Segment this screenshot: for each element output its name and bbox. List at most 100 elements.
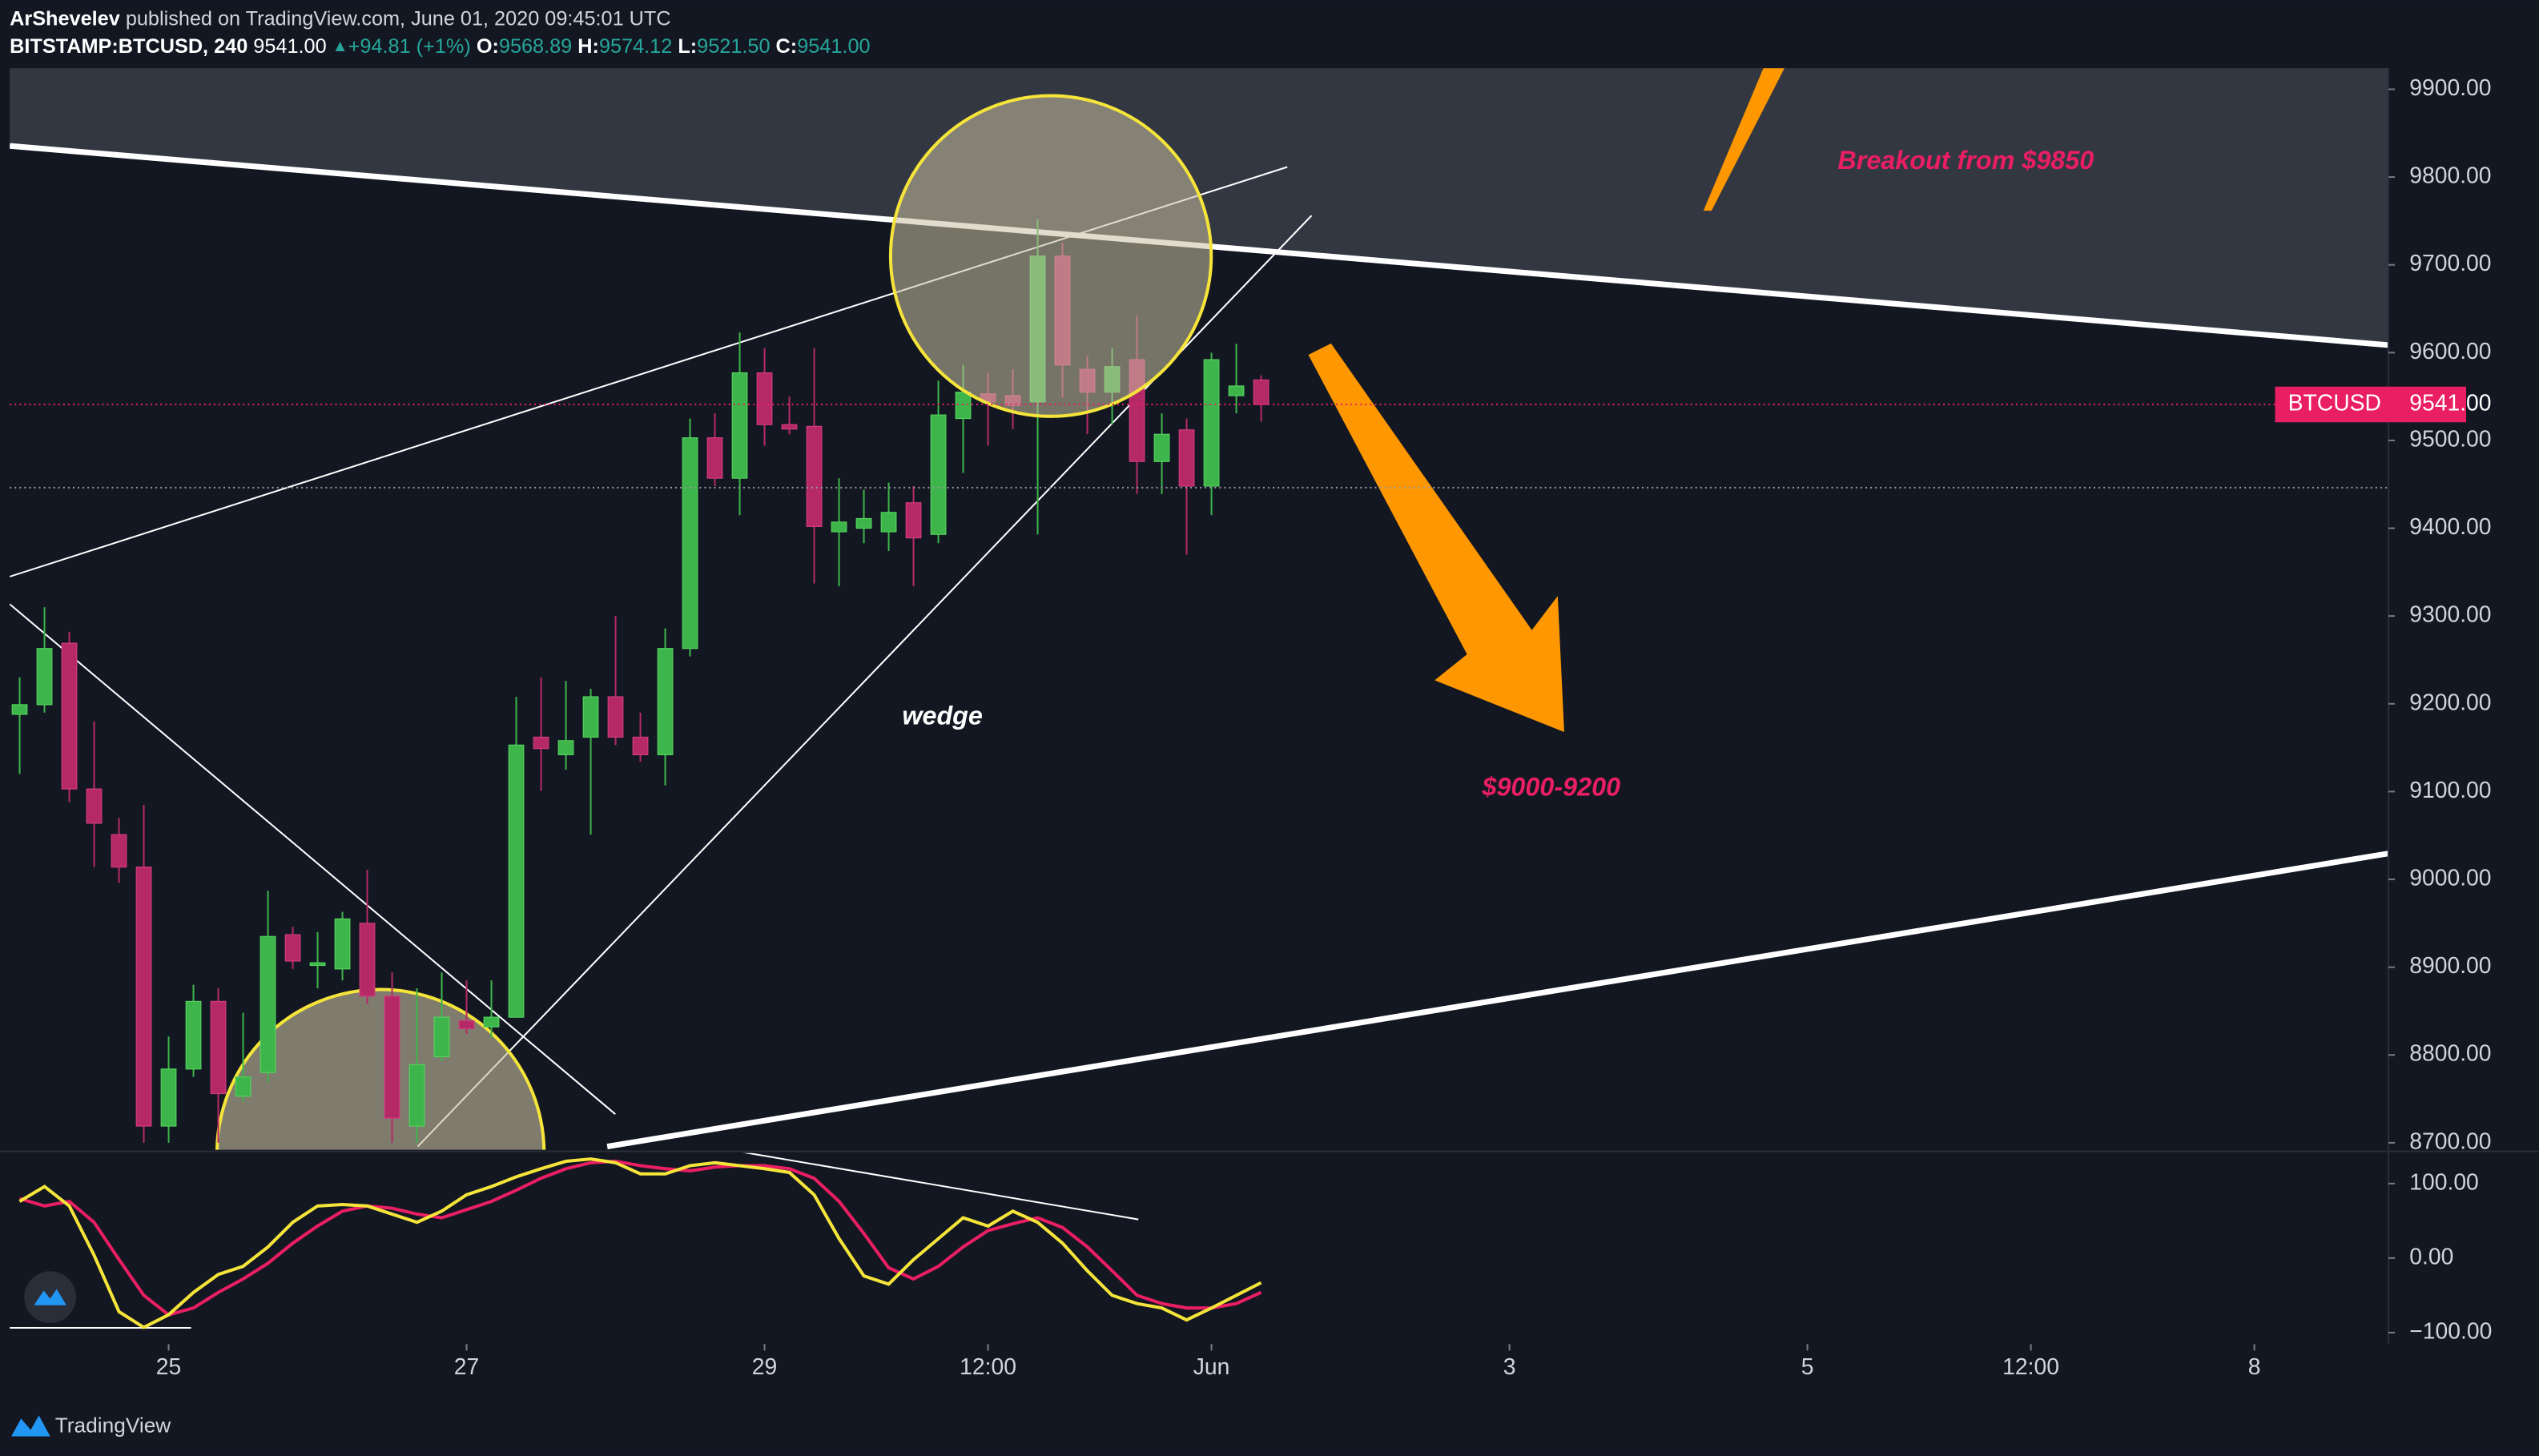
change-arrow: ▲ xyxy=(332,38,348,55)
candle-body xyxy=(1153,433,1170,462)
price-tag: BTCUSD 9541.00 xyxy=(2275,386,2492,423)
y-tick-label: 9500.00 xyxy=(2409,425,2491,451)
candle-body xyxy=(334,918,351,970)
ohlc-value: 9574.12 xyxy=(599,35,672,58)
candle-body xyxy=(557,740,574,755)
candle-body xyxy=(930,414,947,535)
candle-body xyxy=(582,696,599,738)
y-tick-label: −100.00 xyxy=(2409,1317,2492,1343)
candle-body xyxy=(309,962,326,967)
candle-body xyxy=(210,1000,227,1095)
candle-body xyxy=(508,744,525,1018)
candle-body xyxy=(235,1076,251,1097)
ohlc-label: L: xyxy=(678,35,697,58)
candle-body xyxy=(1228,385,1245,396)
lower-trendline xyxy=(606,851,2388,1150)
candle-body xyxy=(533,736,549,750)
y-tick-label: 9800.00 xyxy=(2409,163,2491,188)
candle-body xyxy=(111,834,127,868)
drawings-front xyxy=(888,68,1785,733)
symbol-line: BITSTAMP:BTCUSD, 240 9541.00 ▲+94.81 (+1… xyxy=(10,35,870,58)
brand-logo xyxy=(11,1415,50,1437)
y-tick-label: 9600.00 xyxy=(2409,338,2491,364)
candle-body xyxy=(86,788,103,824)
indicator-button[interactable] xyxy=(24,1271,77,1323)
candle-body xyxy=(36,648,53,706)
ohlc-value: 9521.50 xyxy=(697,35,770,58)
candle-body xyxy=(607,696,624,738)
ohlc-value: 9541.00 xyxy=(797,35,870,58)
bottom-circle xyxy=(215,987,546,1150)
candle-body xyxy=(1253,379,1270,405)
x-tick-label: Jun xyxy=(1193,1353,1230,1379)
candle-body xyxy=(855,517,872,529)
candle-body xyxy=(61,642,78,790)
candle-body xyxy=(160,1068,177,1127)
candle-body xyxy=(185,1000,202,1070)
divergence-line xyxy=(742,1152,1139,1221)
candle-body xyxy=(955,392,972,420)
price-tag-box xyxy=(2275,386,2467,423)
down-arrow xyxy=(1308,343,1564,733)
candle-body xyxy=(359,923,376,997)
x-tick-label: 25 xyxy=(156,1353,181,1379)
indicator-line xyxy=(18,1159,1262,1317)
change: +94.81 (+1%) xyxy=(348,35,471,58)
candle-body xyxy=(682,437,698,650)
x-tick-label: 8 xyxy=(2248,1353,2261,1379)
annotation: Breakout from $9850 xyxy=(1837,146,2094,175)
candle-body xyxy=(806,425,823,527)
candle-body xyxy=(1178,429,1195,487)
candle-body xyxy=(260,935,276,1073)
candle-body xyxy=(632,736,649,755)
x-tick-label: 3 xyxy=(1503,1353,1516,1379)
x-tick-label: 12:00 xyxy=(960,1353,1016,1379)
candle-body xyxy=(756,372,773,425)
candle-body xyxy=(135,867,152,1127)
candle-body xyxy=(905,502,922,539)
ohlc-label: H: xyxy=(577,35,599,58)
candle-body xyxy=(284,934,301,962)
y-tick-label: 9200.00 xyxy=(2409,689,2491,714)
annotation: $9000-9200 xyxy=(1481,772,1620,801)
candle-body xyxy=(408,1064,425,1127)
last: 9541.00 xyxy=(253,35,326,58)
y-tick-label: 100.00 xyxy=(2409,1168,2479,1194)
y-tick-label: 9700.00 xyxy=(2409,250,2491,276)
candle-body xyxy=(1203,359,1220,487)
y-tick-label: 9000.00 xyxy=(2409,864,2491,890)
ohlc-label: O: xyxy=(477,35,499,58)
y-tick-label: 9900.00 xyxy=(2409,74,2491,100)
candle-body xyxy=(433,1016,450,1058)
downtrend-line xyxy=(10,603,616,1115)
candle-body xyxy=(831,521,847,533)
candle-body xyxy=(458,1020,475,1029)
indicator-button-icon xyxy=(34,1289,66,1305)
candle-body xyxy=(11,704,28,715)
symbol: BITSTAMP:BTCUSD, 240 xyxy=(10,35,247,58)
author: ArShevelev xyxy=(10,7,120,30)
price-tag-value: 9541.00 xyxy=(2409,389,2491,415)
published: published on TradingView.com, June 01, 2… xyxy=(126,7,671,30)
annotation: wedge xyxy=(902,701,983,730)
y-tick-label: 9100.00 xyxy=(2409,777,2491,802)
x-tick-label: 12:00 xyxy=(2002,1353,2059,1379)
indicator-line xyxy=(18,1157,1262,1329)
indicator xyxy=(18,1157,1262,1329)
y-tick-label: 9400.00 xyxy=(2409,513,2491,539)
x-tick-label: 27 xyxy=(454,1353,479,1379)
candle-body xyxy=(781,424,798,430)
ohlc-value: 9568.89 xyxy=(499,35,572,58)
y-tick-label: 8900.00 xyxy=(2409,952,2491,978)
indicator-drawings xyxy=(10,1152,1139,1329)
x-tick-label: 5 xyxy=(1801,1353,1814,1379)
y-tick-label: 8800.00 xyxy=(2409,1040,2491,1066)
y-tick-label: 0.00 xyxy=(2409,1243,2453,1269)
ohlc-label: C: xyxy=(776,35,798,58)
price-tag-symbol: BTCUSD xyxy=(2288,389,2381,415)
x-tick-label: 29 xyxy=(752,1353,777,1379)
candle-body xyxy=(657,648,674,755)
